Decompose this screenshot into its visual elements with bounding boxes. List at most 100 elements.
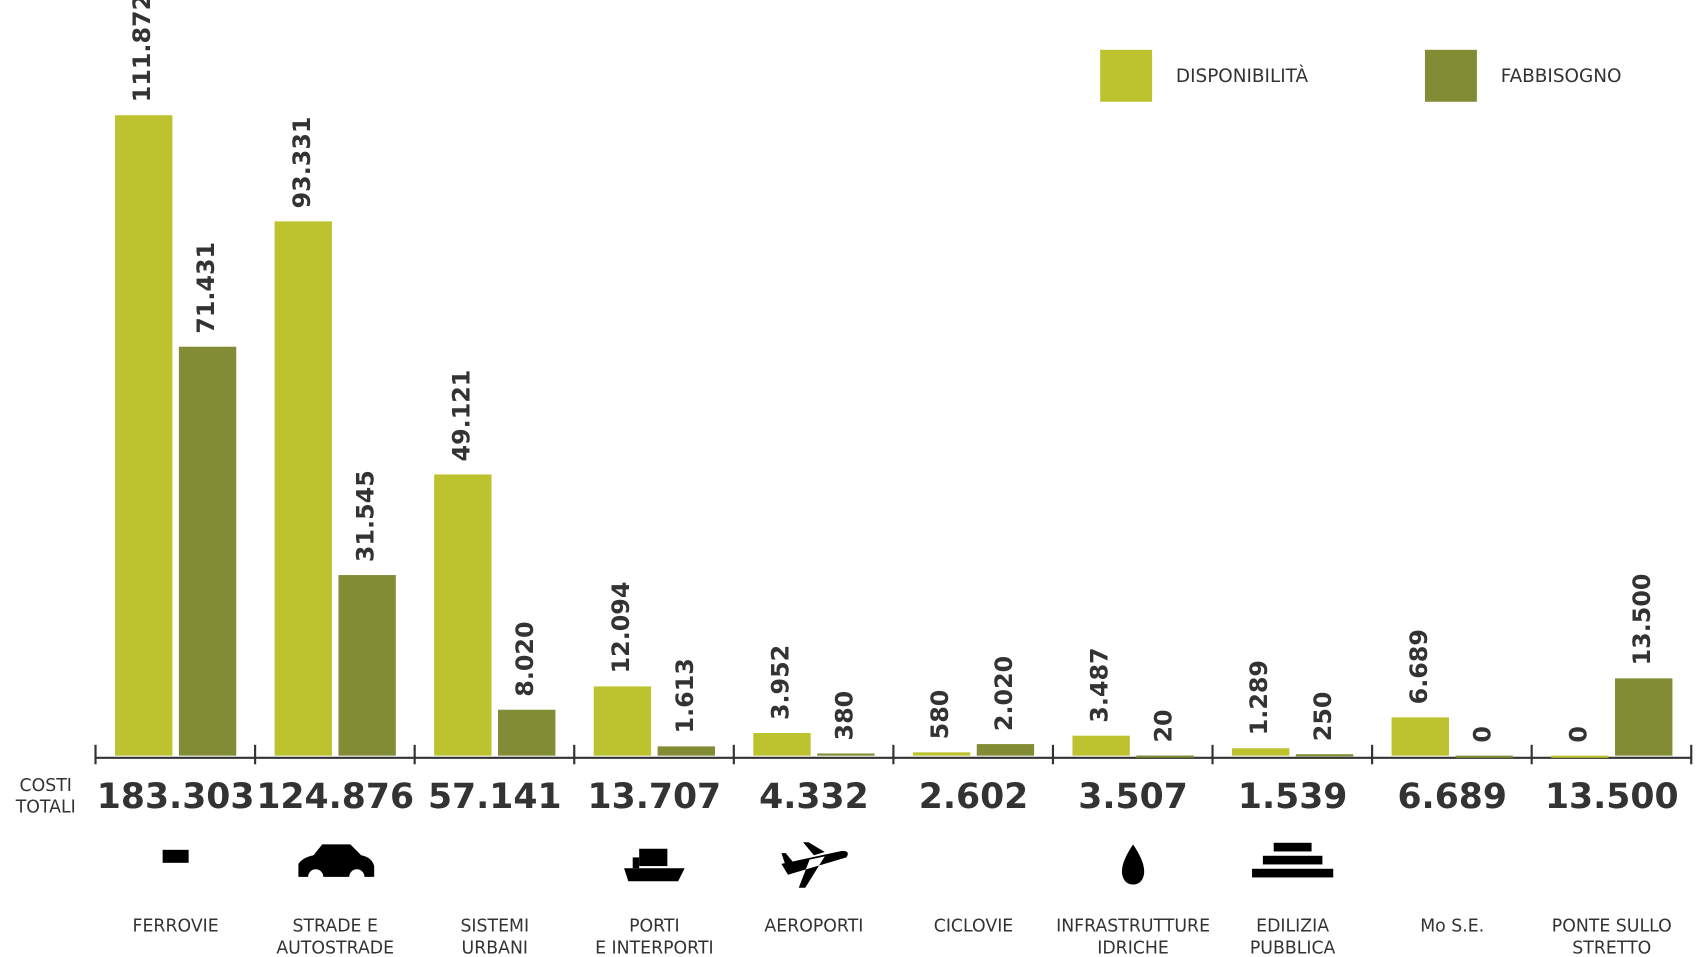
x-tick-label: URBANI	[462, 938, 528, 957]
total-label: 6.689	[1397, 777, 1507, 817]
total-label: 1.539	[1238, 777, 1348, 817]
total-label: 3.507	[1078, 777, 1188, 817]
bar	[274, 221, 332, 756]
value-label: 0	[1564, 726, 1592, 743]
bar	[434, 474, 492, 756]
icon	[1422, 838, 1483, 890]
value-label: 3.952	[766, 645, 794, 720]
category-icon	[298, 844, 375, 885]
icon	[1261, 854, 1324, 866]
x-tick-label: AEROPORTI	[764, 917, 863, 937]
legend-swatch	[1424, 49, 1477, 102]
total-label: 4.332	[759, 777, 869, 817]
icon	[349, 869, 365, 885]
value-label: 250	[1309, 692, 1337, 742]
bar	[178, 346, 237, 756]
bar	[1072, 735, 1130, 756]
category-icon	[162, 849, 189, 863]
total-label: 183.303	[97, 777, 255, 817]
icon	[1272, 841, 1313, 853]
icon	[471, 839, 519, 893]
value-label: 6.689	[1405, 629, 1433, 704]
bar	[115, 115, 173, 756]
icon	[979, 861, 1003, 885]
category-icon	[1121, 844, 1145, 885]
bar	[1295, 754, 1354, 757]
value-label: 49.121	[447, 370, 475, 462]
x-tick-label: FERROVIE	[133, 917, 219, 937]
icon	[162, 849, 189, 863]
x-tick-label: E INTERPORTI	[595, 938, 714, 957]
icon	[308, 869, 324, 885]
icon	[944, 861, 968, 885]
category-icon	[781, 842, 848, 888]
x-tick-label: CICLOVIE	[934, 917, 1014, 937]
bar	[1615, 678, 1673, 756]
bar	[753, 733, 811, 756]
icon	[1568, 844, 1655, 879]
total-label: 2.602	[919, 777, 1029, 817]
value-label: 3.487	[1086, 647, 1114, 722]
totals-label: TOTALI	[15, 798, 76, 818]
icon	[624, 868, 685, 882]
icon	[1121, 844, 1145, 885]
value-label: 2.020	[990, 656, 1018, 731]
total-label: 13.707	[588, 777, 722, 817]
icon	[298, 844, 375, 877]
x-tick-label: STRETTO	[1572, 938, 1651, 957]
category-icon	[1568, 844, 1655, 879]
value-label: 111.872	[128, 0, 156, 102]
total-label: 57.141	[428, 777, 562, 817]
bar	[1232, 748, 1290, 756]
bar	[1391, 717, 1449, 756]
value-label: 13.500	[1628, 574, 1656, 666]
category-icon	[624, 848, 685, 882]
category-icon	[1250, 841, 1335, 879]
x-tick-label: Mo S.E.	[1420, 917, 1484, 937]
total-label: 124.876	[256, 777, 414, 817]
value-label: 71.431	[192, 242, 220, 334]
bar	[976, 744, 1035, 756]
legend-swatch	[1100, 49, 1153, 102]
value-label: 0	[1469, 726, 1497, 743]
value-label: 580	[926, 690, 954, 740]
bar	[657, 746, 715, 756]
x-tick-label: INFRASTRUTTURE	[1056, 917, 1210, 937]
bar	[498, 709, 556, 756]
legend-label: DISPONIBILITÀ	[1176, 65, 1309, 87]
icon	[639, 848, 668, 867]
x-tick-label: PUBBLICA	[1250, 938, 1336, 957]
value-label: 1.613	[671, 658, 699, 733]
bar	[817, 753, 875, 756]
value-label: 20	[1150, 709, 1178, 742]
bar	[1455, 755, 1513, 758]
total-label: 13.500	[1545, 777, 1679, 817]
value-label: 1.289	[1245, 660, 1273, 735]
icon	[781, 842, 848, 888]
value-label: 380	[830, 691, 858, 741]
x-tick-label: AUTOSTRADE	[276, 938, 394, 957]
bar	[338, 575, 396, 756]
value-label: 12.094	[607, 582, 635, 674]
x-tick-label: PONTE SULLO	[1552, 917, 1672, 937]
category-icon	[471, 839, 519, 893]
category-icon	[944, 851, 1002, 885]
bar	[593, 686, 652, 756]
bar	[1551, 755, 1609, 758]
x-tick-label: EDILIZIA	[1256, 917, 1329, 937]
value-label: 31.545	[352, 470, 380, 562]
bar	[912, 752, 971, 756]
icon	[632, 857, 640, 869]
value-label: 8.020	[511, 621, 539, 696]
totals-label: COSTI	[20, 776, 72, 796]
x-tick-label: SISTEMI	[460, 917, 529, 937]
icon	[956, 851, 991, 873]
x-tick-label: STRADE E	[292, 917, 377, 937]
icon	[1250, 867, 1335, 879]
value-label: 93.331	[288, 117, 316, 209]
bar	[1136, 755, 1194, 758]
category-icon	[1422, 838, 1483, 890]
legend-label: FABBISOGNO	[1501, 66, 1622, 87]
x-tick-label: PORTI	[629, 917, 680, 937]
